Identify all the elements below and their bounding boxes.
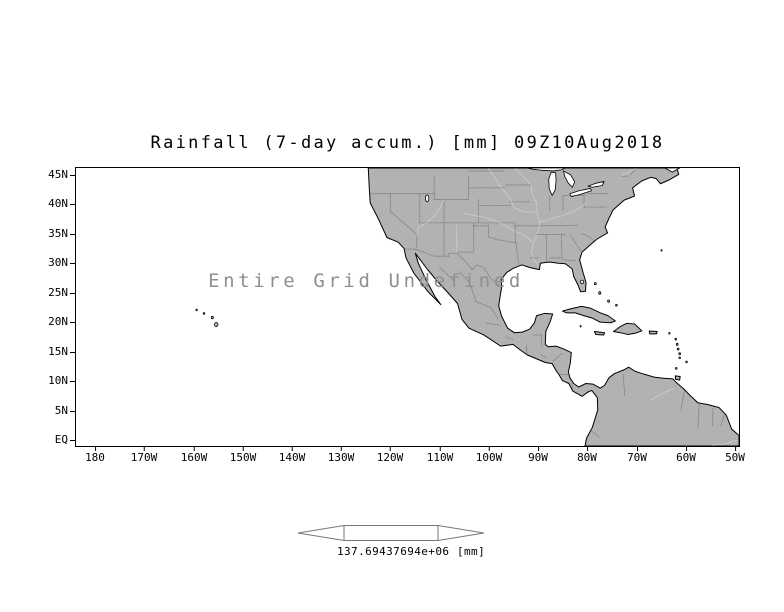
- lakes-layer: [425, 168, 679, 284]
- colorbar-units-label: [mm]: [457, 545, 486, 558]
- political-borders-layer: [370, 169, 725, 437]
- x-axis-tick-label: 80W: [577, 446, 597, 464]
- chart-title: Rainfall (7-day accum.) [mm] 09Z10Aug201…: [150, 133, 665, 153]
- hawaii-islands: [196, 309, 218, 327]
- map-plot-area: Entire Grid Undefined: [75, 167, 740, 447]
- x-axis-tick-label: 150W: [229, 446, 257, 464]
- colorbar: [296, 523, 486, 543]
- island-cuba: [562, 306, 615, 322]
- y-axis-tick-label: 5N: [34, 405, 75, 417]
- rivers: [417, 168, 737, 445]
- x-axis-tick-label: 70W: [627, 446, 647, 464]
- continent-north-central-south-america: [368, 168, 739, 446]
- lake-huron: [563, 171, 574, 187]
- x-axis-tick-label: 140W: [278, 446, 306, 464]
- rivers-layer: [417, 168, 737, 445]
- x-axis-tick-label: 100W: [475, 446, 503, 464]
- mexico-central-america-borders: [405, 249, 573, 390]
- island-jamaica: [594, 332, 604, 336]
- lesser-antilles-islands: [580, 250, 687, 370]
- y-axis-tick-label: 40N: [34, 198, 75, 210]
- gulf-of-st-lawrence: [665, 168, 680, 172]
- colorbar-shape: [297, 525, 485, 541]
- x-axis-tick-label: 50W: [725, 446, 745, 464]
- lake-michigan: [549, 172, 556, 195]
- x-axis-tick-label: 170W: [130, 446, 158, 464]
- island-puerto-rico: [649, 331, 657, 334]
- y-axis-tick-label: 10N: [34, 375, 75, 387]
- lake-superior: [527, 168, 565, 171]
- y-axis-tick-label: 35N: [34, 228, 75, 240]
- bahamas-islands: [594, 282, 617, 306]
- great-salt-lake: [425, 195, 428, 202]
- island-hispaniola: [613, 323, 641, 334]
- y-axis-tick-label: 25N: [34, 287, 75, 299]
- x-axis-tick-label: 130W: [327, 446, 355, 464]
- y-axis-tick-label: EQ: [34, 434, 75, 446]
- x-axis-tick-label: 160W: [180, 446, 208, 464]
- x-axis-tick-label: 120W: [376, 446, 404, 464]
- x-axis-tick-label: 60W: [676, 446, 696, 464]
- island-trinidad: [675, 376, 680, 380]
- colorbar-value-label: 137.69437694e+06: [337, 545, 450, 558]
- y-axis-tick-label: 15N: [34, 346, 75, 358]
- grid-undefined-message: Entire Grid Undefined: [208, 270, 524, 292]
- y-axis-tick-label: 30N: [34, 257, 75, 269]
- x-axis-tick-label: 110W: [426, 446, 454, 464]
- us-state-borders: [370, 169, 636, 265]
- basemap-canvas: [76, 168, 739, 446]
- x-axis-tick-label: 180: [85, 446, 105, 464]
- lake-ontario: [588, 181, 604, 187]
- y-axis-tick-label: 20N: [34, 316, 75, 328]
- x-axis-tick-label: 90W: [528, 446, 548, 464]
- colorbar-outline: [297, 525, 485, 541]
- lake-okeechobee: [581, 280, 584, 284]
- lake-erie: [570, 188, 592, 196]
- south-america-borders: [592, 374, 725, 437]
- landmass-layer: [196, 168, 739, 446]
- y-axis-tick-label: 45N: [34, 169, 75, 181]
